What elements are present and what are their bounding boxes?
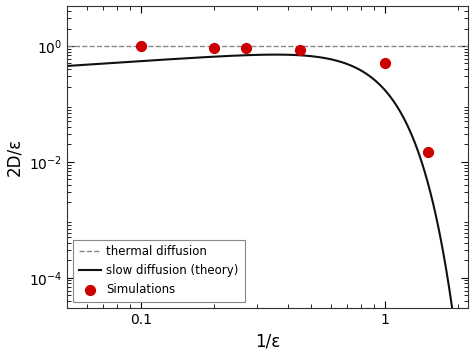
slow diffusion (theory) bbox=[365, 72, 370, 77]
Simulations bbox=[381, 61, 389, 66]
slow diffusion (theory) bbox=[330, 58, 336, 62]
Legend: thermal diffusion, slow diffusion (theory), Simulations: thermal diffusion, slow diffusion (theor… bbox=[73, 240, 245, 302]
slow diffusion (theory) bbox=[132, 59, 137, 64]
X-axis label: 1/ε: 1/ε bbox=[255, 333, 281, 350]
slow diffusion (theory) bbox=[164, 57, 170, 62]
slow diffusion (theory) bbox=[273, 52, 279, 57]
Simulations bbox=[424, 149, 432, 155]
Simulations bbox=[210, 45, 218, 51]
slow diffusion (theory) bbox=[243, 53, 248, 57]
Line: slow diffusion (theory): slow diffusion (theory) bbox=[63, 54, 466, 356]
thermal diffusion bbox=[382, 44, 388, 48]
slow diffusion (theory) bbox=[60, 64, 66, 68]
Simulations bbox=[137, 43, 145, 49]
slow diffusion (theory) bbox=[299, 53, 304, 57]
Simulations bbox=[297, 47, 304, 53]
Y-axis label: 2D/ε: 2D/ε bbox=[6, 138, 24, 176]
Simulations bbox=[242, 45, 250, 51]
